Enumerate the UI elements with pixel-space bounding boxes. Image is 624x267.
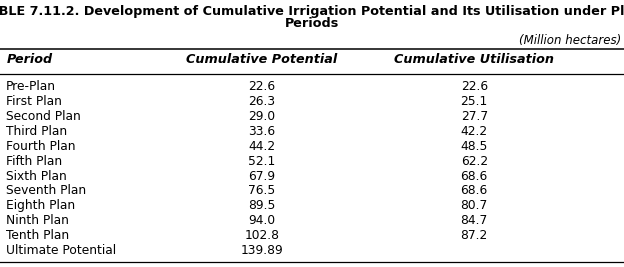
Text: 139.89: 139.89 bbox=[241, 244, 283, 257]
Text: 33.6: 33.6 bbox=[248, 125, 276, 138]
Text: 68.6: 68.6 bbox=[461, 170, 488, 183]
Text: 87.2: 87.2 bbox=[461, 229, 488, 242]
Text: 102.8: 102.8 bbox=[245, 229, 280, 242]
Text: Ultimate Potential: Ultimate Potential bbox=[6, 244, 116, 257]
Text: 67.9: 67.9 bbox=[248, 170, 276, 183]
Text: Cumulative Potential: Cumulative Potential bbox=[187, 53, 338, 66]
Text: Eighth Plan: Eighth Plan bbox=[6, 199, 76, 212]
Text: 62.2: 62.2 bbox=[461, 155, 488, 168]
Text: Ninth Plan: Ninth Plan bbox=[6, 214, 69, 227]
Text: Tenth Plan: Tenth Plan bbox=[6, 229, 69, 242]
Text: Fourth Plan: Fourth Plan bbox=[6, 140, 76, 153]
Text: Third Plan: Third Plan bbox=[6, 125, 67, 138]
Text: Seventh Plan: Seventh Plan bbox=[6, 184, 86, 198]
Text: Sixth Plan: Sixth Plan bbox=[6, 170, 67, 183]
Text: 76.5: 76.5 bbox=[248, 184, 276, 198]
Text: 22.6: 22.6 bbox=[248, 80, 276, 93]
Text: 26.3: 26.3 bbox=[248, 95, 276, 108]
Text: 29.0: 29.0 bbox=[248, 110, 276, 123]
Text: 44.2: 44.2 bbox=[248, 140, 276, 153]
Text: Second Plan: Second Plan bbox=[6, 110, 81, 123]
Text: Pre-Plan: Pre-Plan bbox=[6, 80, 56, 93]
Text: 89.5: 89.5 bbox=[248, 199, 276, 212]
Text: 27.7: 27.7 bbox=[461, 110, 488, 123]
Text: Cumulative Utilisation: Cumulative Utilisation bbox=[394, 53, 554, 66]
Text: 42.2: 42.2 bbox=[461, 125, 488, 138]
Text: First Plan: First Plan bbox=[6, 95, 62, 108]
Text: Fifth Plan: Fifth Plan bbox=[6, 155, 62, 168]
Text: 68.6: 68.6 bbox=[461, 184, 488, 198]
Text: TABLE 7.11.2. Development of Cumulative Irrigation Potential and Its Utilisation: TABLE 7.11.2. Development of Cumulative … bbox=[0, 5, 624, 18]
Text: Period: Period bbox=[6, 53, 52, 66]
Text: Periods: Periods bbox=[285, 17, 339, 30]
Text: 48.5: 48.5 bbox=[461, 140, 488, 153]
Text: 80.7: 80.7 bbox=[461, 199, 488, 212]
Text: 25.1: 25.1 bbox=[461, 95, 488, 108]
Text: 84.7: 84.7 bbox=[461, 214, 488, 227]
Text: 94.0: 94.0 bbox=[248, 214, 276, 227]
Text: 52.1: 52.1 bbox=[248, 155, 276, 168]
Text: 22.6: 22.6 bbox=[461, 80, 488, 93]
Text: (Million hectares): (Million hectares) bbox=[519, 34, 621, 47]
